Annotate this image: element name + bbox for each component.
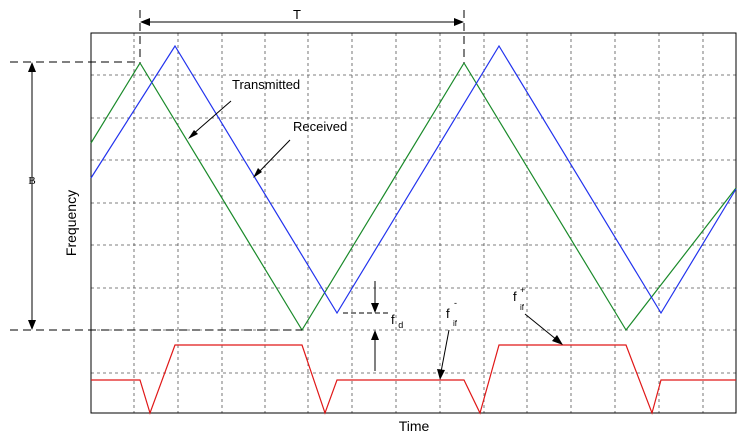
grid-lines (91, 33, 736, 413)
doppler-label: f d (391, 312, 403, 330)
x-axis-label: Time (399, 418, 430, 434)
doppler-label-sub: d (398, 320, 403, 330)
transmitted-label: Transmitted (232, 77, 300, 92)
received-line (90, 44, 737, 315)
y-axis-label: Frequency (63, 190, 79, 256)
if-minus-sub: if (453, 319, 458, 328)
bandwidth-label: B (28, 175, 35, 187)
bandwidth-marker (10, 61, 302, 331)
plot-frame (90, 32, 737, 414)
if-plus-label: f (513, 289, 517, 304)
beat-frequency-line (91, 344, 736, 415)
period-marker (139, 10, 465, 63)
transmitted-line (90, 61, 737, 332)
if-plus-sup: + (520, 285, 525, 295)
if-plus-main: f (513, 289, 517, 304)
if-plus-sub: if (520, 303, 525, 312)
transmitted-pointer (188, 100, 232, 139)
period-label: T (293, 7, 301, 22)
doppler-marker (343, 281, 390, 371)
doppler-label-main: f (391, 312, 395, 327)
if-plus-pointer (524, 313, 563, 345)
if-minus-pointer (437, 329, 450, 380)
received-label: Received (293, 119, 347, 134)
if-minus-label: f (446, 306, 450, 321)
if-minus-sup: - (454, 298, 457, 308)
received-pointer (253, 139, 291, 178)
if-minus-main: f (446, 306, 450, 321)
